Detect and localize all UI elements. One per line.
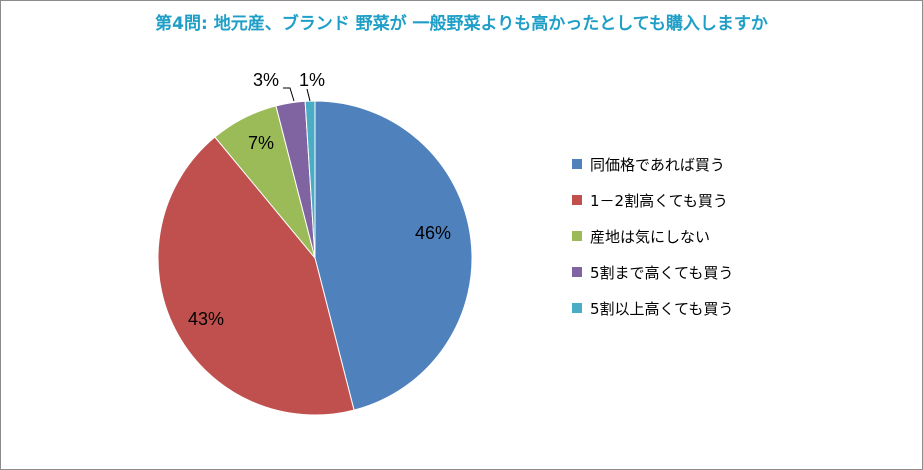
legend-label: 産地は気にしない [590, 227, 711, 246]
legend-item: 5割まで高くても買う [572, 254, 733, 290]
data-label-1: 46% [415, 223, 451, 243]
legend-swatch [572, 231, 582, 241]
legend-label: 1－2割高くても買う [590, 191, 728, 210]
legend-item: 1－2割高くても買う [572, 182, 733, 218]
data-label-5: 1% [299, 70, 325, 90]
data-label-3: 7% [248, 133, 274, 153]
legend-label: 5割まで高くても買う [590, 263, 734, 282]
pie-slice-1 [314, 100, 473, 411]
data-label-2: 43% [188, 309, 224, 329]
legend-label: 5割以上高くても買う [590, 299, 734, 318]
legend-swatch [572, 195, 582, 205]
pie-slice-5 [304, 100, 316, 259]
leader-line-4 [283, 87, 295, 102]
data-label-4: 3% [253, 70, 279, 90]
chart-title: 第4問: 地元産、ブランド 野菜が 一般野菜よりも高かったとしても購入しますか [155, 14, 768, 34]
legend: 同価格であれば買う 1－2割高くても買う 産地は気にしない 5割まで高くても買う 5割以… [572, 146, 733, 326]
legend-swatch [572, 159, 582, 169]
legend-label: 同価格であれば買う [590, 155, 725, 174]
legend-item: 5割以上高くても買う [572, 290, 733, 326]
legend-item: 同価格であれば買う [572, 146, 733, 182]
legend-swatch [572, 267, 582, 277]
leader-line-5 [306, 88, 311, 102]
pie-slice-2 [157, 136, 355, 416]
legend-swatch [572, 303, 582, 313]
legend-item: 産地は気にしない [572, 218, 733, 254]
